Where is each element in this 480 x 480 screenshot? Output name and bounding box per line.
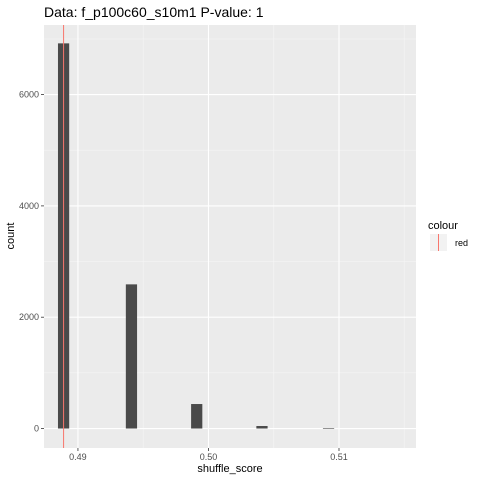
y-tick-label: 6000 (19, 90, 39, 100)
y-tick-label: 4000 (19, 201, 39, 211)
x-tick-label: 0.49 (69, 452, 87, 462)
x-axis-title: shuffle_score (197, 463, 262, 475)
minor-gridlines (44, 25, 416, 448)
x-axis-ticks: 0.49 0.50 0.51 (69, 448, 348, 462)
legend: colour red (428, 220, 468, 251)
histogram-bar (322, 428, 335, 429)
y-tick-label: 0 (34, 424, 39, 434)
histogram-bar (256, 426, 268, 429)
histogram-bar (191, 404, 203, 429)
x-tick-label: 0.50 (200, 452, 218, 462)
x-tick-label: 0.51 (330, 452, 348, 462)
legend-label-red: red (455, 238, 468, 248)
legend-title: colour (428, 220, 458, 232)
plot-panel (44, 25, 416, 448)
y-axis-ticks: 0 2000 4000 6000 (19, 90, 44, 434)
histogram-bar (125, 284, 138, 429)
chart-title: Data: f_p100c60_s10m1 P-value: 1 (44, 4, 264, 20)
y-axis-title: count (5, 223, 17, 250)
y-tick-label: 2000 (19, 312, 39, 322)
major-gridlines (44, 25, 416, 448)
